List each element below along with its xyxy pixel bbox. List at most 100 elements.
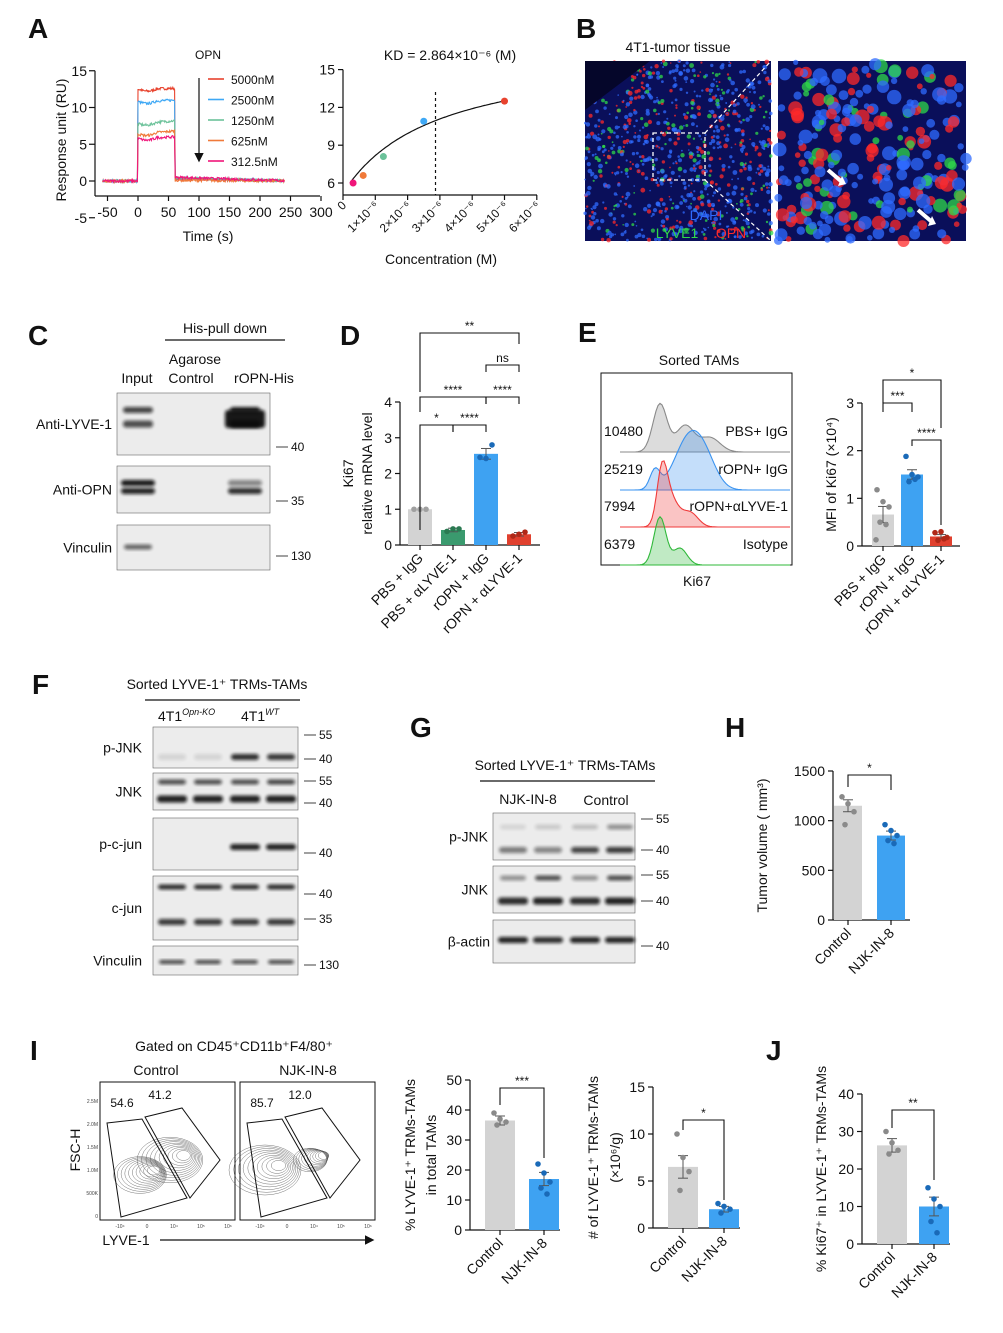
- histogram-row: 7994 rOPN+αLYVE-1: [604, 460, 790, 528]
- cell-dot: [760, 188, 764, 191]
- cell-dot: [774, 193, 783, 202]
- cell-dot: [768, 230, 774, 236]
- data-point: [727, 1206, 733, 1212]
- protein-band: [572, 875, 598, 881]
- cell-dot: [912, 225, 920, 232]
- cell-dot: [718, 222, 722, 226]
- cell-dot: [647, 119, 653, 125]
- cell-dot: [726, 201, 730, 204]
- cell-dot: [698, 165, 703, 170]
- data-point: [535, 1161, 541, 1167]
- protein-band: [158, 884, 186, 890]
- cell-dot: [647, 75, 652, 80]
- cell-dot: [776, 130, 786, 140]
- cell-dot: [719, 174, 724, 179]
- cell-dot: [667, 154, 672, 159]
- cell-dot: [867, 235, 873, 241]
- cell-dot: [778, 175, 789, 186]
- cell-dot: [921, 64, 935, 78]
- cell-dot: [717, 199, 721, 202]
- cell-dot: [674, 114, 676, 117]
- y-tick-label: -5: [75, 210, 88, 226]
- cell-dot: [683, 185, 687, 189]
- cell-dot: [818, 119, 825, 126]
- mw-marker-label: 40: [656, 894, 670, 908]
- cell-dot: [719, 116, 725, 121]
- gate-lyve1-negative: [106, 1118, 188, 1218]
- cell-dot: [698, 95, 702, 98]
- bar-2: [474, 453, 498, 545]
- cell-dot: [857, 173, 864, 180]
- protein-band: [194, 919, 222, 925]
- x-category-label: NJK-IN-8: [888, 1249, 940, 1301]
- cell-dot: [699, 71, 702, 73]
- cell-dot: [667, 126, 671, 130]
- cell-dot: [744, 101, 747, 104]
- density-contour: [139, 1163, 162, 1180]
- cell-dot: [745, 96, 748, 99]
- cell-dot: [706, 199, 711, 204]
- lane-label: rOPN-His: [234, 370, 294, 386]
- cell-dot: [772, 142, 787, 157]
- protein-band: [607, 875, 633, 881]
- cell-dot: [755, 203, 759, 208]
- x-tick-label: 10⁵: [197, 1224, 205, 1230]
- cell-dot: [695, 125, 699, 128]
- cell-dot: [863, 121, 875, 132]
- cell-dot: [737, 127, 741, 132]
- cell-dot: [669, 237, 673, 241]
- data-point: [516, 531, 522, 538]
- cell-dot: [674, 68, 679, 73]
- cell-dot: [746, 235, 749, 238]
- cell-dot: [718, 157, 722, 160]
- cell-dot: [691, 114, 696, 119]
- cell-dot: [768, 182, 773, 187]
- data-point: [909, 471, 915, 478]
- y-tick-label: 1500: [794, 763, 825, 779]
- cell-dot: [821, 179, 834, 191]
- cell-dot: [693, 230, 698, 235]
- x-tick-label: 0: [134, 204, 142, 220]
- cell-dot: [652, 208, 658, 213]
- cell-dot: [746, 102, 750, 107]
- significance-bracket: [847, 774, 892, 790]
- cell-dot: [613, 131, 616, 135]
- cell-dot: [671, 123, 676, 128]
- cell-dot: [741, 234, 743, 237]
- cell-dot: [643, 68, 646, 71]
- cell-dot: [693, 169, 697, 172]
- cell-dot: [882, 146, 896, 161]
- cell-dot: [926, 118, 936, 128]
- cell-dot: [749, 160, 752, 164]
- cell-dot: [693, 190, 696, 193]
- blot-membrane: [152, 726, 299, 769]
- data-point: [491, 1110, 497, 1116]
- protein-band: [228, 488, 262, 494]
- cell-dot: [621, 135, 623, 138]
- density-contour: [117, 1157, 166, 1192]
- cell-dot: [601, 150, 605, 154]
- cell-dot: [734, 216, 739, 220]
- cell-dot: [625, 191, 631, 197]
- gate-percentage: 12.0: [288, 1088, 312, 1102]
- data-point: [444, 528, 450, 535]
- cell-dot: [714, 236, 717, 239]
- cell-dot: [888, 64, 902, 78]
- data-point: [839, 794, 845, 800]
- data-point: [883, 1128, 889, 1135]
- cell-dot: [746, 199, 750, 204]
- cell-dot: [589, 221, 594, 226]
- cell-dot: [617, 165, 621, 169]
- cell-dot: [656, 96, 658, 99]
- cell-dot: [656, 121, 661, 126]
- cell-dot: [797, 139, 804, 146]
- x-tick-label: -10⁴: [255, 1224, 264, 1230]
- density-contour: [256, 1154, 292, 1180]
- cell-dot: [645, 83, 650, 88]
- bar-1: [709, 1209, 739, 1228]
- cell-dot: [767, 79, 772, 84]
- cell-dot: [697, 74, 700, 77]
- cell-dot: [714, 94, 718, 97]
- gate-percentage: 41.2: [148, 1088, 172, 1102]
- group-name: 4T1: [158, 708, 182, 724]
